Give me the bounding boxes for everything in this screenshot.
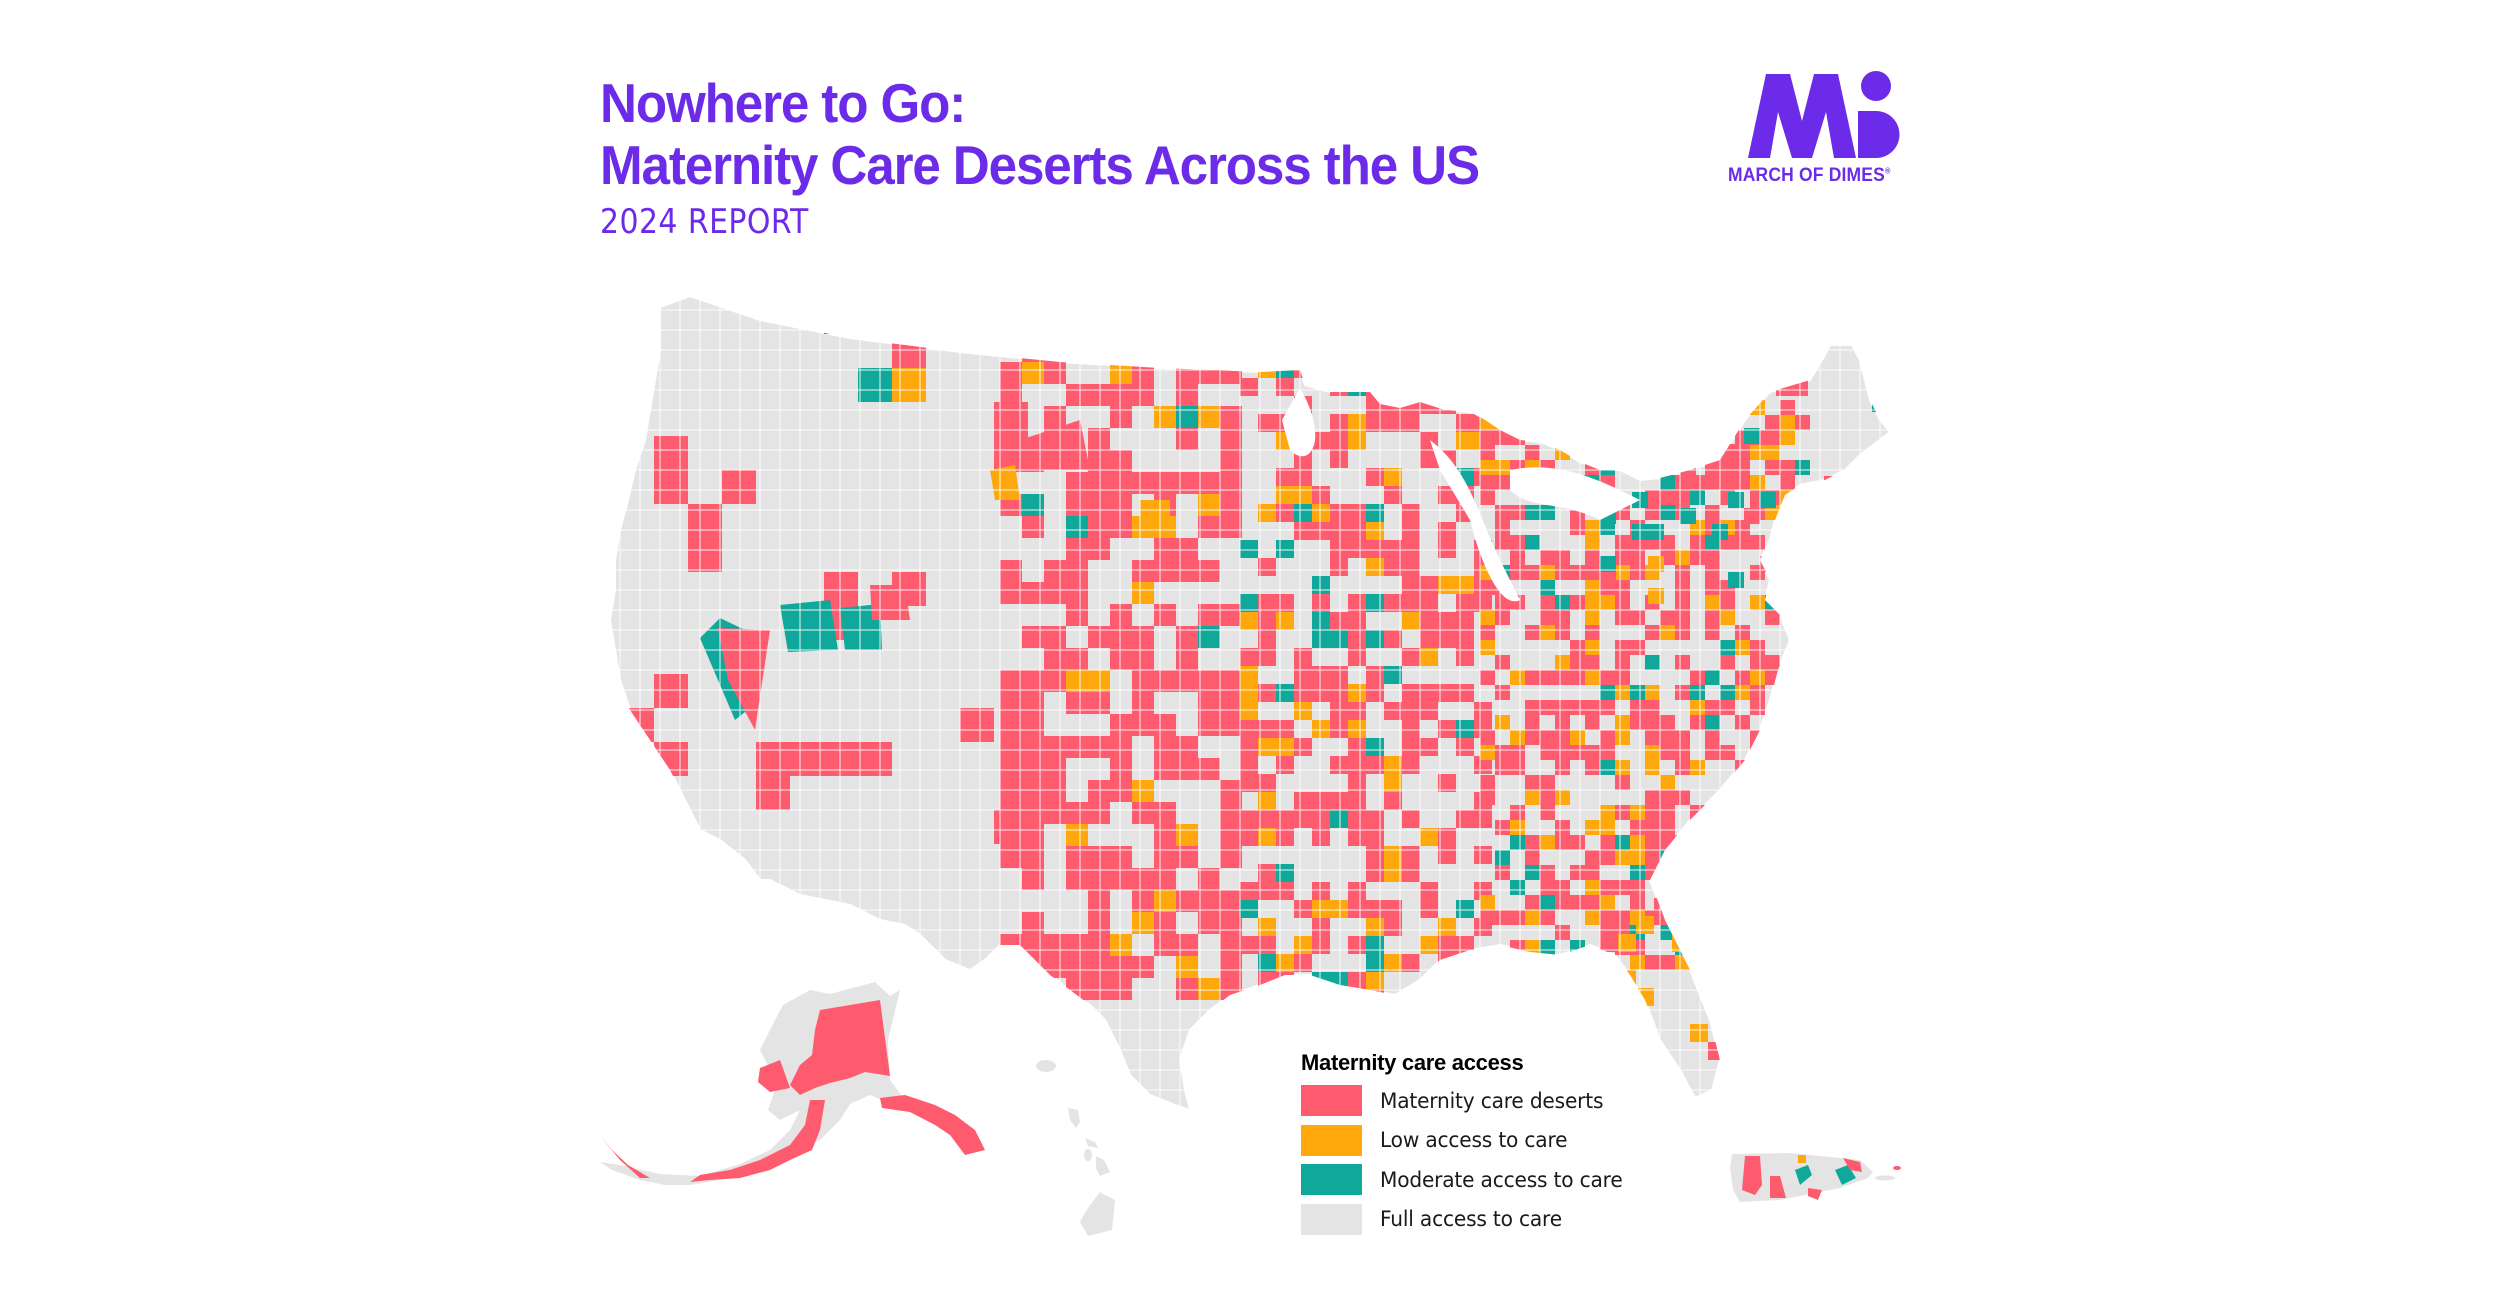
- report-year-subtitle: 2024 REPORT: [600, 202, 809, 242]
- legend-label: Moderate access to care: [1380, 1167, 1623, 1192]
- logo-wordmark: MARCH OF DIMES®: [1728, 165, 1891, 186]
- legend-item-moderate: Moderate access to care: [1301, 1164, 1633, 1195]
- alaska-inset: [600, 982, 985, 1185]
- registered-mark-icon: ®: [1884, 166, 1891, 176]
- header: Nowhere to Go: Maternity Care Deserts Ac…: [600, 72, 1545, 242]
- legend-title: Maternity care access: [1301, 1050, 1524, 1075]
- mb-logo-mark-icon: [1748, 71, 1900, 158]
- legend-item-desert: Maternity care deserts: [1301, 1085, 1633, 1116]
- legend-label: Full access to care: [1380, 1207, 1562, 1231]
- desert-swatch-icon: [1301, 1085, 1362, 1116]
- map-legend: Maternity care access Maternity care des…: [1301, 1050, 1633, 1243]
- legend-label: Maternity care deserts: [1380, 1088, 1604, 1113]
- low-access-swatch-icon: [1301, 1124, 1362, 1156]
- march-of-dimes-logo: MARCH OF DIMES®: [1728, 66, 1908, 196]
- legend-item-full: Full access to care: [1301, 1203, 1633, 1235]
- legend-label: Low access to care: [1380, 1128, 1568, 1152]
- puerto-rico-inset: [1730, 1153, 1901, 1202]
- title-line-2: Maternity Care Deserts Across the US: [600, 134, 1480, 196]
- contiguous-us: [609, 295, 1891, 1111]
- moderate-access-swatch-icon: [1301, 1164, 1362, 1195]
- legend-item-low: Low access to care: [1301, 1124, 1633, 1156]
- great-lakes: [1282, 388, 1640, 602]
- hawaii-inset: [1036, 1060, 1115, 1236]
- full-access-swatch-icon: [1301, 1203, 1362, 1235]
- title-line-1: Nowhere to Go:: [600, 72, 966, 134]
